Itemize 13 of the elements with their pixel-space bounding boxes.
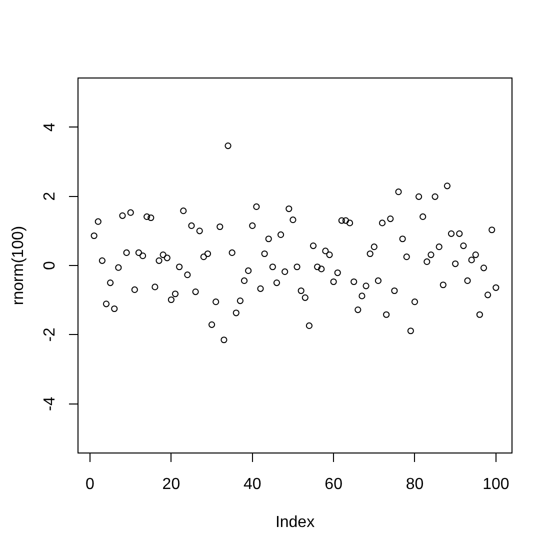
x-tick-label: 100	[482, 476, 510, 494]
y-tick-label: -2	[41, 327, 58, 342]
y-tick-label: 2	[41, 192, 58, 201]
y-tick-label: 4	[41, 122, 58, 132]
y-axis-title: rnorm(100)	[10, 226, 28, 306]
x-tick-label: 40	[243, 476, 262, 494]
x-tick-label: 0	[86, 476, 95, 494]
x-tick-label: 80	[406, 476, 424, 494]
y-tick-label: -4	[41, 396, 58, 411]
x-axis-title: Index	[275, 514, 315, 531]
x-tick-label: 20	[162, 476, 180, 494]
x-tick-label: 60	[324, 476, 343, 494]
y-tick-label: 0	[41, 260, 58, 270]
